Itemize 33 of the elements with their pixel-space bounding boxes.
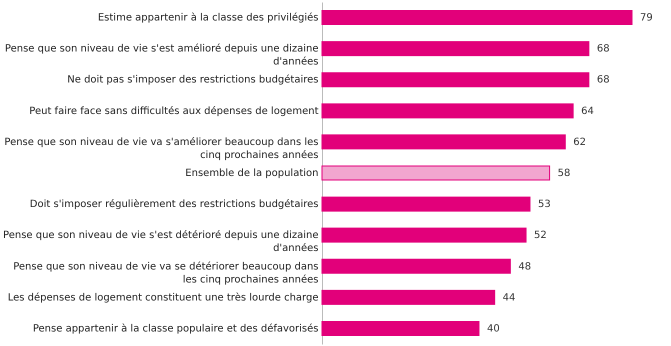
y-tick-label: Ensemble de la population bbox=[185, 168, 318, 179]
bar bbox=[322, 258, 511, 274]
bar bbox=[322, 290, 496, 305]
bar bbox=[322, 228, 527, 243]
y-tick-label: Pense que son niveau de vie va s'améliorer beaucoup dans les cinq prochaines années bbox=[4, 136, 318, 161]
y-tick-label: Ne doit pas s'imposer des restrictions budgétaires bbox=[67, 74, 318, 86]
y-tick-label: Pense que son niveau de vie s'est amélioré depuis une dizaine d'années bbox=[4, 44, 318, 68]
data-label: 62 bbox=[573, 136, 586, 148]
bar bbox=[322, 103, 574, 118]
y-tick-label: Pense appartenir à la classe populaire et des défavorisés bbox=[32, 323, 318, 334]
bar bbox=[322, 41, 590, 56]
bar bbox=[322, 72, 590, 88]
bar bbox=[322, 134, 566, 150]
data-label: 64 bbox=[581, 106, 594, 117]
bar bbox=[322, 320, 480, 336]
y-tick-label: Doit s'imposer régulièrement des restrictions budgétaires bbox=[30, 199, 318, 210]
data-label: 44 bbox=[502, 292, 516, 304]
bar bbox=[322, 166, 550, 180]
y-tick-label: Les dépenses de logement constituent une très lourde charge bbox=[8, 292, 318, 304]
y-tick-label: Peut faire face sans difficultés aux dépenses de logement bbox=[29, 106, 319, 117]
data-label: 68 bbox=[596, 74, 610, 86]
bar bbox=[322, 10, 632, 26]
y-tick-label: Estime appartenir à la classe des privilégiés bbox=[98, 12, 318, 24]
data-label: 79 bbox=[640, 12, 653, 24]
data-label: 68 bbox=[596, 44, 610, 55]
data-label: 40 bbox=[486, 323, 500, 334]
y-tick-label: Pense que son niveau de vie va se détériorer beaucoup dans les cinq prochaines années bbox=[13, 261, 318, 286]
data-label: 53 bbox=[538, 199, 551, 210]
data-label: 58 bbox=[558, 168, 570, 179]
data-label: 48 bbox=[518, 261, 532, 272]
y-tick-label: Pense que son niveau de vie s'est détérioré depuis une dizaine d'années bbox=[3, 230, 318, 254]
data-label: 52 bbox=[534, 230, 547, 242]
bar bbox=[322, 196, 530, 212]
